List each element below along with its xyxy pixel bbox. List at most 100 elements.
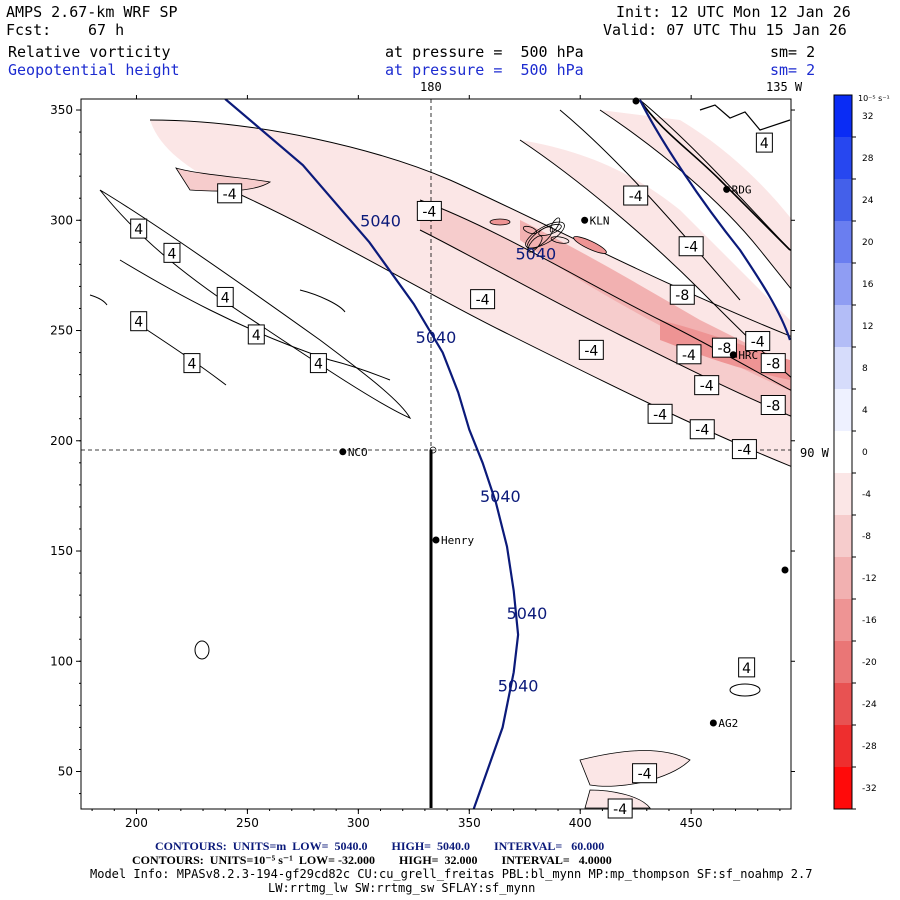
vorticity-label: 4 (252, 328, 261, 344)
vorticity-label-box (470, 289, 496, 310)
vorticity-label-box (678, 236, 704, 257)
colorbar-tick-label: -8 (862, 532, 871, 542)
axis-layer: 200 250 300 350 400 450 50 100 150 200 250 300 350 (50, 95, 795, 830)
lon-180-label: 180 (420, 80, 442, 94)
vorticity-label: -4 (422, 204, 436, 220)
station-marker (729, 351, 737, 359)
vorticity-label: -4 (737, 443, 751, 459)
vorticity-label-box (632, 763, 658, 784)
vorticity-label-box (578, 339, 604, 360)
station-label: RDG (732, 183, 752, 196)
vorticity-label: 4 (134, 315, 143, 331)
colorbar-segment (834, 347, 852, 390)
vorticity-label-box (247, 324, 265, 345)
colorbar-segment (834, 305, 852, 348)
colorbar-segment (834, 431, 852, 474)
vorticity-label-box (711, 337, 737, 358)
valid-time: Valid: 07 UTC Thu 15 Jan 26 (603, 21, 847, 39)
vorticity-label-box (755, 132, 773, 153)
station-marker (781, 566, 789, 574)
plot-frame (80, 98, 792, 810)
colorbar-tick-label: 8 (862, 364, 868, 374)
vorticity-label-box (623, 185, 649, 206)
x-tick-label: 300 (347, 816, 370, 830)
vorticity-label-box (130, 218, 148, 239)
colorbar-tick-label: -32 (862, 784, 877, 794)
station-label: Henry (441, 534, 474, 547)
vorticity-label: -4 (638, 767, 652, 783)
field1-smoothing: sm= 2 (770, 43, 816, 61)
vorticity-label: -4 (751, 335, 765, 351)
colorbar-tick-label: 4 (862, 406, 868, 416)
forecast-value: 67 h (88, 21, 125, 39)
vorticity-label-box (669, 284, 695, 305)
vorticity-label-box (163, 242, 181, 263)
vorticity-label: -4 (476, 293, 490, 309)
y-tick-label: 250 (50, 324, 73, 338)
vorticity-label-box (745, 331, 771, 352)
y-tick-label: 300 (50, 213, 73, 227)
colorbar-tick-label: -28 (862, 742, 877, 752)
height-label: 5040 (416, 328, 457, 347)
footer-model-info: Model Info: MPASv8.2.3-194-gf29cd82c CU:… (90, 867, 813, 881)
colorbar-segment (834, 641, 852, 684)
model-title: AMPS 2.67-km WRF SP (6, 3, 178, 21)
vorticity-label-box (760, 353, 786, 374)
colorbar-tick-label: -16 (862, 616, 877, 626)
vorticity-label: -8 (766, 357, 780, 373)
height-contour-5040 (224, 99, 520, 809)
height-label: 5040 (507, 604, 548, 623)
x-tick-label: 200 (125, 816, 148, 830)
colorbar-segment (834, 263, 852, 306)
footer-height-contours: CONTOURS: UNITS=m LOW= 5040.0 HIGH= 5040… (155, 839, 605, 853)
height-label: 5040 (480, 487, 521, 506)
vorticity-label-box (760, 394, 786, 415)
vorticity-label: -8 (675, 288, 689, 304)
forecast-label: Fcst: (6, 21, 52, 39)
vorticity-label: -4 (682, 348, 696, 364)
height-label: 5040 (498, 677, 539, 696)
vorticity-cluster (489, 217, 607, 254)
colorbar-tick-label: -24 (862, 700, 877, 710)
colorbar-tick-label: 20 (862, 238, 874, 248)
vorticity-label: -8 (717, 341, 731, 357)
field1-level: at pressure = 500 hPa (385, 43, 584, 61)
y-tick-label: 350 (50, 103, 73, 117)
footer-vort-contours: CONTOURS: UNITS=10⁻⁵ s⁻¹ LOW= -32.000 HI… (132, 853, 612, 867)
colorbar-segment (834, 683, 852, 726)
colorbar-segment (834, 221, 852, 264)
vorticity-label: 4 (760, 136, 769, 152)
colorbar-unit: 10⁻⁵ s⁻¹ (858, 94, 890, 103)
colorbar-tick-label: 16 (862, 280, 874, 290)
vorticity-label: 4 (134, 222, 143, 238)
colorbar-segment (834, 557, 852, 600)
colorbar-segment (834, 599, 852, 642)
station-marker (709, 719, 717, 727)
vorticity-label: -4 (584, 343, 598, 359)
vorticity-label: -4 (700, 379, 714, 395)
vorticity-label-box (694, 375, 720, 396)
height-label: 5040 (515, 244, 556, 263)
y-tick-label: 150 (50, 544, 73, 558)
colorbar: 32 28 24 20 16 12 8 4 0 -4 -8 -12 -16 -20 -24 -28 -32 10⁻… (833, 94, 890, 810)
colorbar-tick-label: 24 (862, 196, 874, 206)
field1-name: Relative vorticity (8, 43, 171, 61)
colorbar-segment (834, 767, 852, 810)
station-marker (723, 185, 731, 193)
x-tick-label: 250 (236, 816, 259, 830)
vorticity-label-box (731, 439, 757, 460)
vorticity-label-box (676, 344, 702, 365)
station-marker (632, 97, 640, 105)
footer-model-info-2: LW:rrtmg_lw SW:rrtmg_sw SFLAY:sf_mynn (268, 881, 536, 895)
field2-name: Geopotential height (8, 61, 180, 79)
y-tick-label: 200 (50, 434, 73, 448)
vorticity-label-box (216, 286, 234, 307)
colorbar-tick-label: -4 (862, 490, 871, 500)
vorticity-label-box (309, 353, 327, 374)
colorbar-segment (834, 95, 852, 138)
lon-90w-label: 90 W (800, 446, 829, 460)
vorticity-label: -4 (653, 407, 667, 423)
vorticity-label: 4 (168, 246, 177, 262)
station-label: KLN (590, 214, 610, 227)
station-marker (339, 448, 347, 456)
